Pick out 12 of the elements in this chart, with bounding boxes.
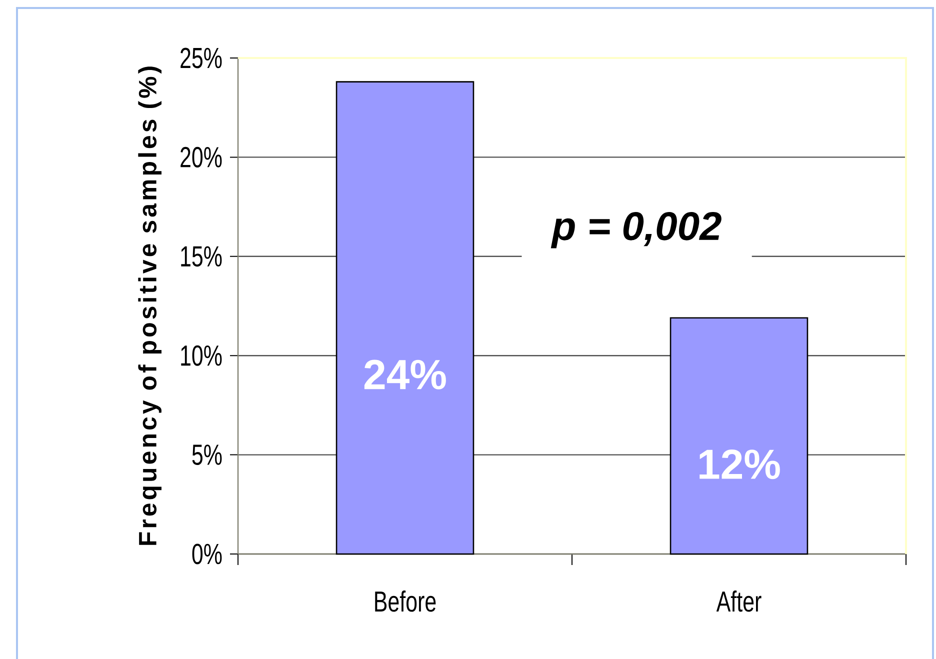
y-tick-label: 20%: [180, 146, 222, 168]
annotation: p = 0,002: [550, 212, 722, 248]
data-label: 24%: [364, 360, 446, 390]
y-tick-label: 10%: [181, 345, 222, 366]
y-tick-label: 25%: [180, 48, 222, 68]
y-axis-title: Frequency of positive samples (%): [138, 66, 162, 545]
y-tick-label: 5%: [192, 444, 222, 465]
data-label: 12%: [700, 449, 780, 480]
x-tick-label: Before: [375, 590, 436, 612]
y-tick-label: 15%: [181, 246, 222, 267]
x-tick-label: After: [716, 590, 762, 612]
y-tick-label: 0%: [192, 544, 222, 564]
